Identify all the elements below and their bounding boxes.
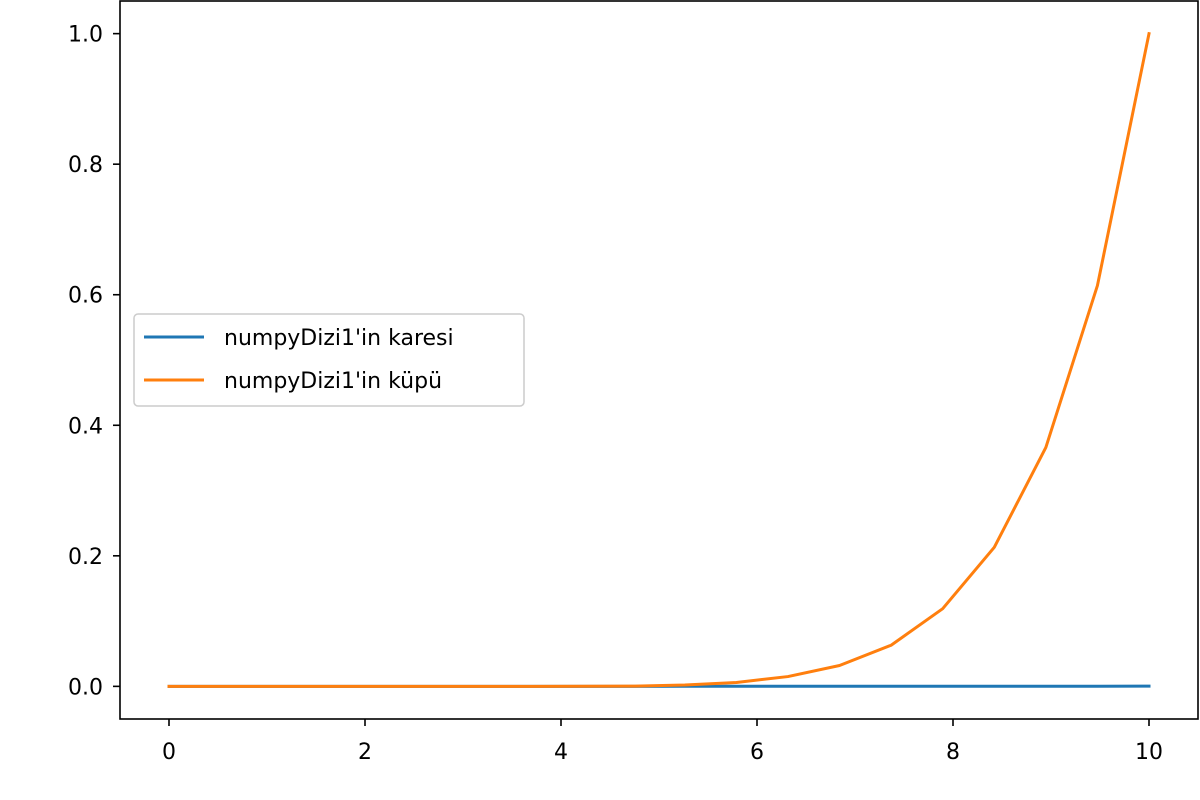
legend: numpyDizi1'in karesi numpyDizi1'in küpü — [133, 313, 525, 407]
y-tick-label: 0.6 — [68, 284, 103, 309]
plot-frame — [119, 0, 1199, 720]
y-tick-label: 0.4 — [68, 414, 103, 439]
y-tick-label: 1.0 — [68, 23, 103, 48]
y-tick-label: 0.0 — [68, 675, 103, 700]
series-line-2 — [167, 31, 1151, 688]
x-tick-label: 10 — [1135, 740, 1163, 765]
y-tick-label: 0.8 — [68, 153, 103, 178]
legend-label-1: numpyDizi1'in karesi — [224, 326, 454, 351]
y-tick-label: 0.2 — [68, 545, 103, 570]
series-layer — [167, 31, 1151, 688]
x-tick-label: 6 — [750, 740, 764, 765]
axes-layer: 0 2 4 6 8 10 0.0 0.2 0.4 0.6 0.8 1.0 — [68, 0, 1199, 765]
x-tick-label: 2 — [358, 740, 372, 765]
x-tick-label: 4 — [554, 740, 568, 765]
x-tick-label: 8 — [946, 740, 960, 765]
legend-label-2: numpyDizi1'in küpü — [224, 369, 442, 394]
x-tick-label: 0 — [162, 740, 176, 765]
legend-box — [133, 313, 525, 407]
